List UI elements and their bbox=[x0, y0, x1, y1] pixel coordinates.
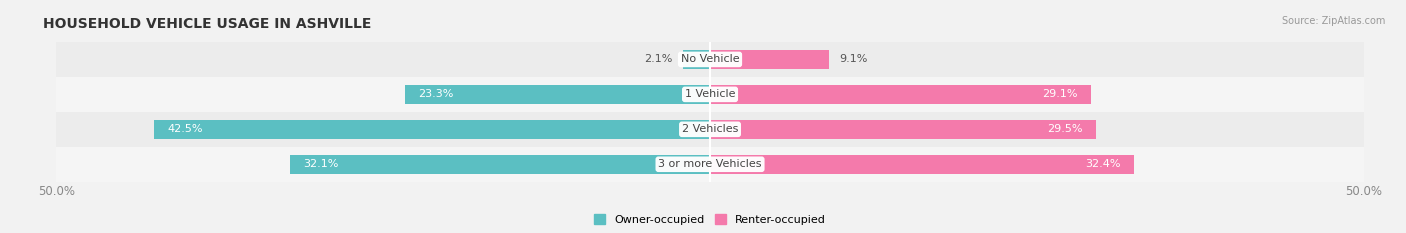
Text: 1 Vehicle: 1 Vehicle bbox=[685, 89, 735, 99]
Text: 2 Vehicles: 2 Vehicles bbox=[682, 124, 738, 134]
Text: Source: ZipAtlas.com: Source: ZipAtlas.com bbox=[1281, 16, 1385, 26]
Text: 2.1%: 2.1% bbox=[644, 55, 672, 64]
Bar bbox=[56, 112, 1364, 147]
Bar bbox=[155, 120, 710, 139]
Bar bbox=[710, 120, 1095, 139]
Text: 29.5%: 29.5% bbox=[1047, 124, 1083, 134]
Text: No Vehicle: No Vehicle bbox=[681, 55, 740, 64]
Bar bbox=[56, 77, 1364, 112]
Text: 23.3%: 23.3% bbox=[419, 89, 454, 99]
Bar bbox=[710, 155, 1133, 174]
Legend: Owner-occupied, Renter-occupied: Owner-occupied, Renter-occupied bbox=[589, 210, 831, 229]
Bar bbox=[56, 147, 1364, 182]
Text: 32.1%: 32.1% bbox=[304, 159, 339, 169]
Text: 32.4%: 32.4% bbox=[1085, 159, 1121, 169]
Bar bbox=[290, 155, 710, 174]
Text: 3 or more Vehicles: 3 or more Vehicles bbox=[658, 159, 762, 169]
Text: 29.1%: 29.1% bbox=[1042, 89, 1077, 99]
Bar bbox=[56, 42, 1364, 77]
Bar bbox=[682, 50, 710, 69]
Bar bbox=[405, 85, 710, 104]
Text: 42.5%: 42.5% bbox=[167, 124, 202, 134]
Text: 9.1%: 9.1% bbox=[839, 55, 868, 64]
Bar bbox=[710, 50, 830, 69]
Bar bbox=[710, 85, 1091, 104]
Text: HOUSEHOLD VEHICLE USAGE IN ASHVILLE: HOUSEHOLD VEHICLE USAGE IN ASHVILLE bbox=[44, 17, 371, 31]
